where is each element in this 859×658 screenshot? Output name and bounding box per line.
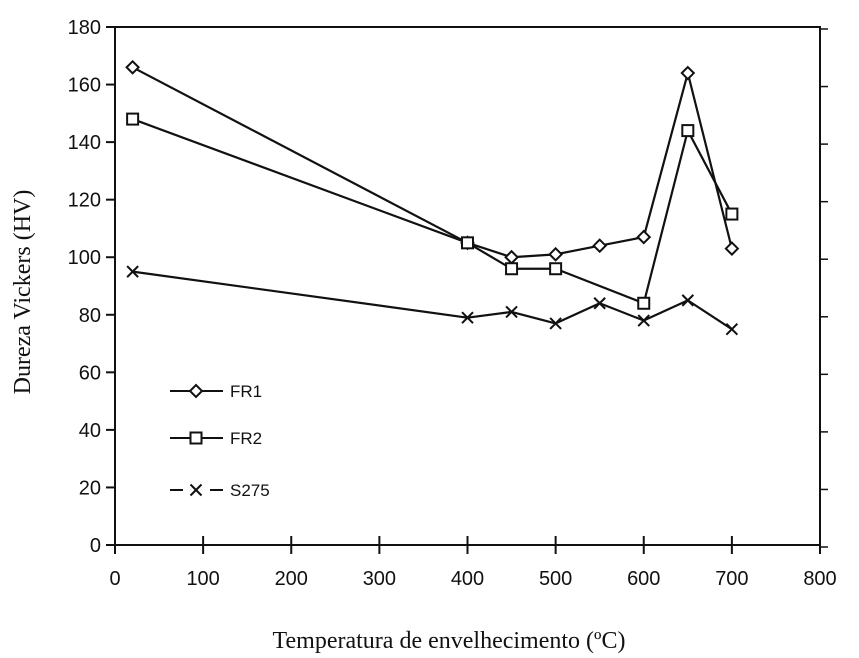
point-x-stroke <box>189 483 203 497</box>
point-x <box>505 305 518 319</box>
x-tick-label: 400 <box>451 568 484 590</box>
point-diamond <box>125 59 141 75</box>
x-tick-label: 500 <box>539 568 572 590</box>
point-square <box>637 296 651 310</box>
point-x <box>725 322 739 336</box>
y-tick-label: 40 <box>79 420 101 442</box>
legend-item-s275: S275 <box>170 481 270 500</box>
y-axis-title: Dureza Vickers (HV) <box>10 190 36 395</box>
point-diamond <box>548 246 564 262</box>
point-diamond <box>724 241 740 257</box>
series-line-fr1 <box>132 66 733 259</box>
y-tick-label: 160 <box>68 75 101 97</box>
point-x <box>637 314 650 327</box>
series-s275 <box>126 265 739 336</box>
x-tick-label: 200 <box>275 568 308 590</box>
point-diamond <box>592 238 608 254</box>
point-square <box>126 112 140 126</box>
y-tick-label: 20 <box>79 477 101 499</box>
y-tick-label: 60 <box>79 362 101 384</box>
point-x-stroke <box>505 305 518 319</box>
x-tick-label: 600 <box>627 568 660 590</box>
point-x <box>681 294 695 307</box>
x-axis-title: Temperatura de envelhecimento (ºC) <box>273 628 626 654</box>
y-tick-label: 0 <box>90 535 101 557</box>
point-x-stroke <box>126 265 139 278</box>
y-tick-label: 180 <box>68 17 101 39</box>
point-x <box>189 483 203 497</box>
x-tick-label: 300 <box>363 568 396 590</box>
point-diamond <box>504 249 519 265</box>
x-tick-label: 0 <box>109 568 120 590</box>
point-square <box>725 207 739 221</box>
point-x-stroke <box>681 294 695 307</box>
axes <box>106 26 828 554</box>
tick-labels: 0 20 40 60 80 100 120 140 160 180 0 100 200 300 400 500… <box>68 17 837 590</box>
x-tick-label: 700 <box>715 568 748 590</box>
legend-item-fr1: FR1 <box>170 382 262 401</box>
legend-label: S275 <box>230 481 270 500</box>
legend-label: FR1 <box>230 382 262 401</box>
series-line-s275 <box>132 270 733 331</box>
point-square <box>681 124 695 138</box>
x-tick-label: 800 <box>803 568 836 590</box>
point-diamond <box>188 383 204 399</box>
legend-label: FR2 <box>230 429 262 448</box>
point-x <box>126 265 139 278</box>
plot-frame <box>114 26 821 546</box>
series-fr2 <box>126 112 739 310</box>
y-tick-label: 140 <box>68 132 101 154</box>
legend-item-fr2: FR2 <box>170 429 262 448</box>
point-diamond <box>636 229 652 245</box>
point-x-stroke <box>549 317 562 330</box>
point-diamond <box>680 65 696 81</box>
y-tick-label: 80 <box>79 305 101 327</box>
legend: FR1 FR2 S275 <box>170 382 270 500</box>
point-x <box>461 311 474 324</box>
point-x-stroke <box>725 322 739 336</box>
point-square <box>505 262 519 276</box>
point-square <box>461 236 474 250</box>
series-line-fr2 <box>132 118 733 305</box>
series-fr1 <box>125 59 740 265</box>
point-x-stroke <box>461 311 474 324</box>
point-x <box>593 297 606 310</box>
point-x-stroke <box>637 314 650 327</box>
point-square <box>549 262 563 276</box>
point-x <box>549 317 562 330</box>
point-x-stroke <box>593 297 606 310</box>
series-group <box>125 59 740 336</box>
y-tick-label: 120 <box>68 190 101 212</box>
point-square <box>189 431 203 445</box>
x-tick-label: 100 <box>186 568 219 590</box>
y-tick-label: 100 <box>68 247 101 269</box>
